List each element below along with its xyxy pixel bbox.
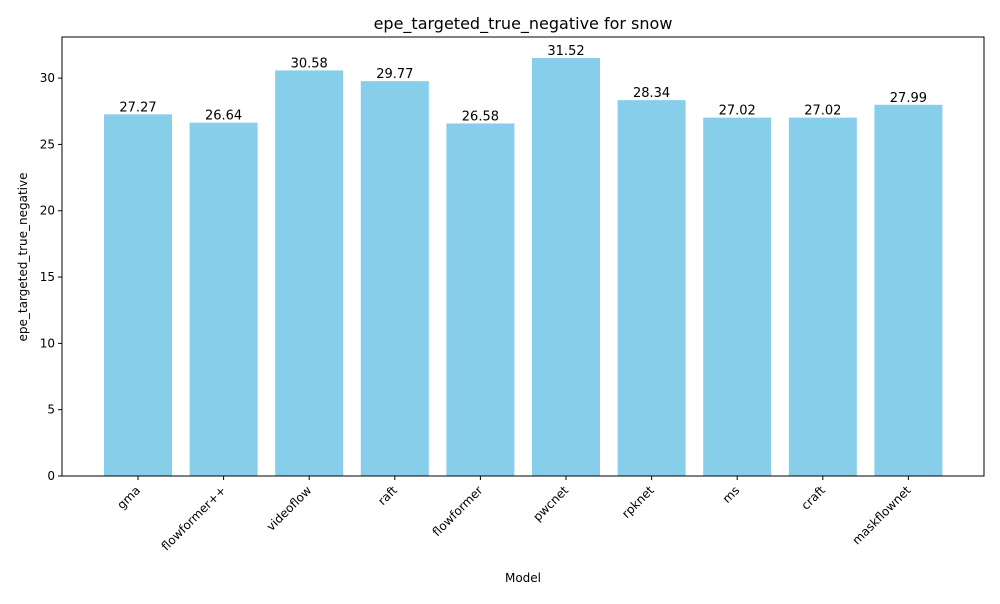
x-tick-label: rpknet — [619, 483, 657, 521]
x-axis-label: Model — [505, 571, 541, 585]
bar-flowformer++ — [189, 122, 258, 477]
x-tick-label: pwcnet — [530, 483, 571, 524]
bar-rpknet — [617, 100, 686, 476]
x-tick-label: flowformer — [430, 483, 486, 539]
y-tick-label: 10 — [40, 336, 55, 350]
bar-ms — [703, 117, 772, 476]
bar-value-label: 31.52 — [547, 44, 584, 59]
x-tick-label: craft — [798, 483, 828, 513]
y-axis: 0 5 10 15 20 25 30 — [40, 71, 62, 483]
plot-frame — [61, 36, 985, 477]
bar-value-labels: 27.27 26.64 30.58 29.77 26.58 31.52 28.34 27.02… — [119, 44, 927, 125]
x-tick-label: flowformer++ — [159, 483, 229, 553]
y-tick-label: 15 — [40, 270, 55, 284]
y-tick-label: 25 — [40, 137, 55, 151]
x-tick-label: raft — [375, 483, 400, 508]
bars-layer — [104, 57, 943, 477]
x-tick-label: videoflow — [264, 483, 315, 534]
x-tick-label: maskflownet — [849, 483, 913, 547]
x-tick-label: gma — [114, 483, 143, 512]
y-tick-label: 5 — [47, 403, 55, 417]
bar-raft — [360, 81, 429, 477]
bar-value-label: 27.99 — [890, 91, 927, 106]
bar-value-label: 27.02 — [804, 104, 841, 119]
bar-flowformer — [446, 123, 515, 476]
bar-value-label: 27.02 — [719, 104, 756, 119]
bar-value-label: 28.34 — [633, 86, 670, 101]
bar-value-label: 30.58 — [291, 56, 328, 71]
y-tick-label: 30 — [40, 71, 55, 85]
bar-value-label: 26.64 — [205, 109, 242, 124]
chart-title: epe_targeted_true_negative for snow — [374, 14, 673, 34]
x-tick-label: ms — [720, 483, 743, 506]
y-axis-label: epe_targeted_true_negative — [16, 173, 30, 342]
bar-pwcnet — [532, 57, 600, 477]
bar-value-label: 29.77 — [376, 67, 413, 82]
bar-videoflow — [275, 70, 344, 477]
bar-value-label: 27.27 — [119, 100, 156, 115]
bar-maskflownet — [874, 104, 943, 477]
y-tick-label: 20 — [40, 204, 55, 218]
y-tick-label: 0 — [47, 469, 55, 483]
bar-craft — [788, 117, 857, 476]
bar-gma — [104, 114, 172, 476]
bar-value-label: 26.58 — [462, 109, 499, 124]
x-axis: gma flowformer++ videoflow raft flowformer pw… — [114, 476, 914, 553]
